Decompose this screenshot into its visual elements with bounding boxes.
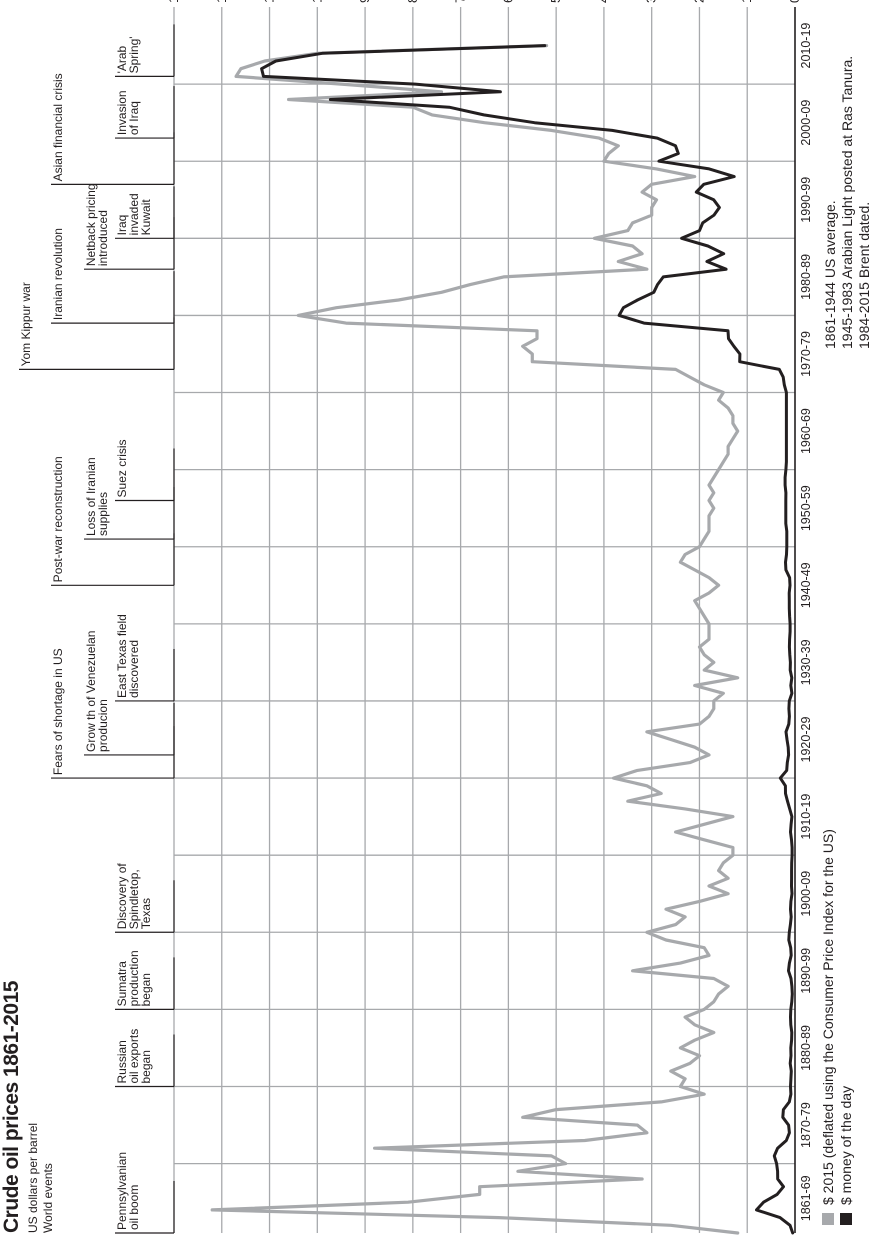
x-tick-label: 1930-39 <box>799 639 813 685</box>
x-tick-label: 1980-89 <box>799 254 813 300</box>
y-tick-label: 110 <box>262 0 277 3</box>
x-tick-label: 2000-09 <box>799 100 813 146</box>
note-line: 1861-1944 US average. <box>822 56 839 349</box>
event-label-line: Post-war reconstruction <box>51 456 65 582</box>
event-label: East Texas fielddiscovered <box>115 614 141 698</box>
event-label: Invasionof Iraq <box>115 90 141 135</box>
y-tick-label: 90 <box>357 0 372 3</box>
x-tick-label: 1880-89 <box>799 1025 813 1071</box>
event-label: Netback pricingintroduced <box>84 183 110 266</box>
event-label: IraqinvadedKuwait <box>115 193 153 235</box>
event-label-line: introduced <box>96 210 110 266</box>
y-tick-label: 120 <box>214 0 229 3</box>
y-tick-label: 70 <box>453 0 468 3</box>
event-label-line: Kuwait <box>139 199 153 236</box>
source-notes: 1861-1944 US average. 1945-1983 Arabian … <box>822 56 873 349</box>
event-label-line: oil boom <box>127 1185 141 1230</box>
event-label: Asian financial crisis <box>51 73 65 181</box>
event-label-line: began <box>139 973 153 1006</box>
grid-layer <box>174 7 795 1233</box>
event-label-line: Spring' <box>127 36 141 73</box>
events-layer: Pennsylvanianoil boom Russianoil exportsb… <box>19 24 174 1233</box>
y-tick-label: 50 <box>548 0 563 3</box>
legend-item-real: $ 2015 (deflated using the Consumer Pric… <box>820 829 836 1225</box>
note-line: 1984-2015 Brent dated. <box>856 56 873 349</box>
event-label-line: Suez crisis <box>115 439 129 497</box>
legend-swatch-real <box>822 1213 834 1225</box>
series-line-money-of-the-day <box>262 46 793 1233</box>
event-label: Loss of Iraniansupplies <box>84 457 110 536</box>
event-label: Iranian revolution <box>51 228 65 320</box>
event-label: Pennsylvanianoil boom <box>115 1152 141 1230</box>
event-label-line: Fears of shortage in US <box>51 648 65 775</box>
x-tick-label: 1990-99 <box>799 177 813 223</box>
x-tick-label: 1960-69 <box>799 408 813 454</box>
y-tick-label: 80 <box>405 0 420 3</box>
y-tick-label: 100 <box>309 0 324 3</box>
x-tick-label: 1950-59 <box>799 485 813 531</box>
event-label: Grow th of Venezuelanproducion <box>84 631 110 752</box>
event-label-line: of Iraq <box>127 101 141 135</box>
event-label-line: Yom Kippur war <box>19 282 33 366</box>
legend-label-real: $ 2015 (deflated using the Consumer Pric… <box>820 829 836 1205</box>
y-tick-label: 0 <box>787 0 802 3</box>
x-tick-label: 1870-79 <box>799 1102 813 1148</box>
y-tick-label: 30 <box>644 0 659 3</box>
event-label: Fears of shortage in US <box>51 648 65 775</box>
x-tick-label: 1861-69 <box>799 1175 813 1221</box>
x-tick-label: 1920-29 <box>799 717 813 763</box>
legend-label-nominal: $ money of the day <box>838 1086 854 1205</box>
x-tick-label: 1970-79 <box>799 331 813 377</box>
axis-layer: 0 10 20 30 40 50 60 70 80 90 100 110 120 130 1861-69 18… <box>166 0 813 1233</box>
event-label-line: Texas <box>139 898 153 929</box>
x-tick-label: 2010-19 <box>799 23 813 69</box>
y-tick-label: 20 <box>691 0 706 3</box>
event-label-line: Iranian revolution <box>51 228 65 320</box>
event-label: Post-war reconstruction <box>51 456 65 582</box>
event-label: Suez crisis <box>115 439 129 497</box>
x-tick-label: 1890-99 <box>799 948 813 994</box>
event-label-line: Asian financial crisis <box>51 73 65 181</box>
y-tick-label: 40 <box>596 0 611 3</box>
event-label-line: began <box>139 1050 153 1083</box>
legend-item-nominal: $ money of the day <box>838 1086 854 1225</box>
note-line: 1945-1983 Arabian Light posted at Ras Ta… <box>839 56 856 349</box>
x-tick-label: 1910-19 <box>799 794 813 840</box>
event-label-line: producion <box>96 699 110 752</box>
event-label: 'ArabSpring' <box>115 36 141 73</box>
event-label-line: discovered <box>127 640 141 698</box>
x-tick-label: 1940-49 <box>799 562 813 608</box>
y-tick-label: 130 <box>166 0 181 3</box>
event-label: Discovery ofSpindletop,Texas <box>115 863 153 930</box>
event-label: Yom Kippur war <box>19 282 33 366</box>
event-label-line: supplies <box>96 492 110 536</box>
series-layer <box>212 46 793 1233</box>
y-tick-label: 60 <box>500 0 515 3</box>
event-label: Sumatraproductionbegan <box>115 950 153 1006</box>
legend-swatch-nominal <box>840 1213 852 1225</box>
event-label: Russianoil exportsbegan <box>115 1029 153 1084</box>
series-line-real-2015-dollars <box>212 46 738 1233</box>
x-tick-label: 1900-09 <box>799 871 813 917</box>
y-tick-label: 10 <box>739 0 754 3</box>
